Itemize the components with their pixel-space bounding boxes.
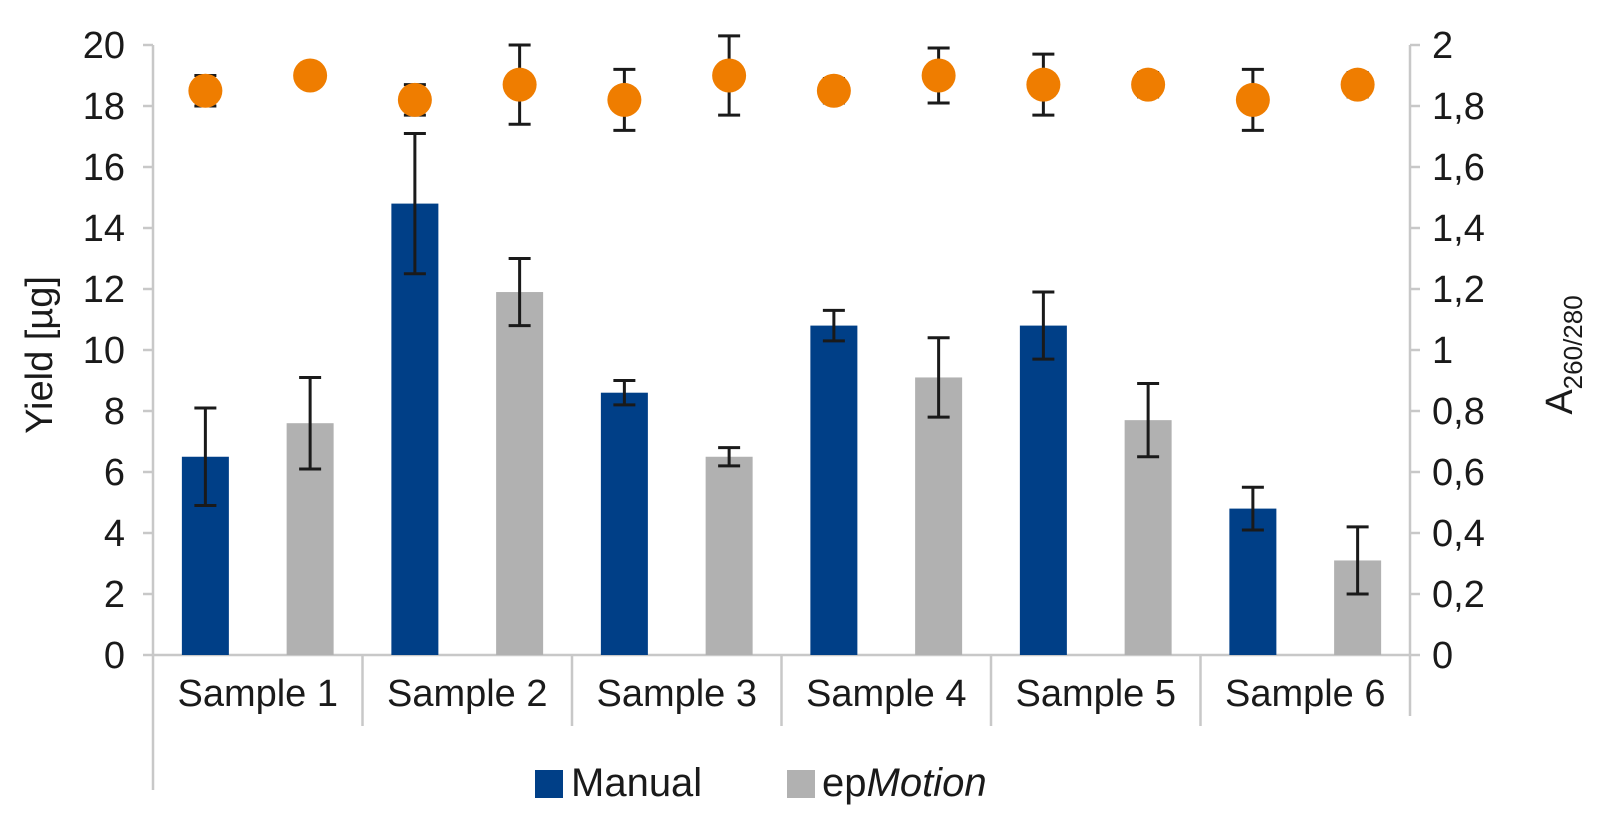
bar-epmotion xyxy=(705,456,753,655)
category-labels: Sample 1 Sample 2 Sample 3 Sample 4 Sample 5… xyxy=(177,673,1385,715)
bars xyxy=(181,203,1382,655)
ratio-point xyxy=(816,73,851,108)
y2-axis-title: A260/280 xyxy=(1539,295,1588,414)
tick-labels: 0 2 4 6 8 10 12 14 16 18 20 0 0,2 0,4 0,6 0,8 1 1,2 1,4 1,6… xyxy=(83,25,1485,677)
bar-manual xyxy=(1229,508,1277,655)
ratio-points xyxy=(188,34,1375,132)
y-tick-label: 20 xyxy=(83,25,125,67)
ratio-point xyxy=(1235,82,1270,117)
legend: Manual epMotion xyxy=(535,761,987,805)
y2-tick-label: 2 xyxy=(1432,25,1453,67)
y2-tick-label: 1,4 xyxy=(1432,208,1485,250)
x-tick-label: Sample 1 xyxy=(177,673,338,715)
y-tick-label: 10 xyxy=(83,330,125,372)
y-tick-label: 6 xyxy=(104,452,125,494)
y2-tick-label: 1 xyxy=(1432,330,1453,372)
bar-epmotion xyxy=(496,292,544,655)
ratio-point xyxy=(712,58,747,93)
axes xyxy=(143,43,1420,790)
ratio-point xyxy=(293,58,328,93)
y-tick-label: 14 xyxy=(83,208,125,250)
bar-epmotion xyxy=(1124,420,1172,655)
ratio-point xyxy=(502,67,537,102)
y-axis-title: Yield [µg] xyxy=(19,276,61,434)
y2-tick-label: 1,6 xyxy=(1432,147,1485,189)
legend-swatch-manual xyxy=(535,770,563,798)
y-tick-label: 8 xyxy=(104,391,125,433)
x-tick-label: Sample 2 xyxy=(387,673,548,715)
ratio-point xyxy=(1340,67,1375,102)
error-bars xyxy=(194,131,1369,596)
ratio-point xyxy=(397,82,432,117)
y2-tick-label: 0,6 xyxy=(1432,452,1485,494)
y2-axis-title-sub: 260/280 xyxy=(1558,295,1588,389)
y2-tick-label: 0 xyxy=(1432,635,1453,677)
ratio-point xyxy=(188,73,223,108)
bar-manual xyxy=(810,325,858,655)
y2-tick-label: 0,4 xyxy=(1432,513,1485,555)
legend-label-epmotion-italic: Motion xyxy=(867,761,987,805)
ratio-point xyxy=(921,58,956,93)
legend-label-epmotion-plain: ep xyxy=(822,761,867,805)
ratio-point xyxy=(1026,67,1061,102)
bar-manual xyxy=(1019,325,1067,655)
legend-label-manual: Manual xyxy=(571,761,702,805)
y-tick-label: 18 xyxy=(83,86,125,128)
y2-tick-label: 0,2 xyxy=(1432,574,1485,616)
bar-epmotion xyxy=(915,377,963,655)
y2-axis-title-main: A xyxy=(1539,389,1581,415)
ratio-point xyxy=(607,82,642,117)
legend-label-epmotion: epMotion xyxy=(822,761,987,805)
x-tick-label: Sample 3 xyxy=(596,673,757,715)
bar-manual xyxy=(391,203,439,655)
y2-tick-label: 1,2 xyxy=(1432,269,1485,311)
y-tick-label: 0 xyxy=(104,635,125,677)
y-tick-label: 4 xyxy=(104,513,125,555)
x-tick-label: Sample 6 xyxy=(1225,673,1386,715)
y2-tick-label: 0,8 xyxy=(1432,391,1485,433)
y-tick-label: 12 xyxy=(83,269,125,311)
y2-tick-label: 1,8 xyxy=(1432,86,1485,128)
x-tick-label: Sample 5 xyxy=(1015,673,1176,715)
ratio-point xyxy=(1131,67,1166,102)
y-tick-label: 16 xyxy=(83,147,125,189)
legend-swatch-epmotion xyxy=(787,770,815,798)
x-tick-label: Sample 4 xyxy=(806,673,967,715)
bar-manual xyxy=(600,392,648,655)
y-tick-label: 2 xyxy=(104,574,125,616)
